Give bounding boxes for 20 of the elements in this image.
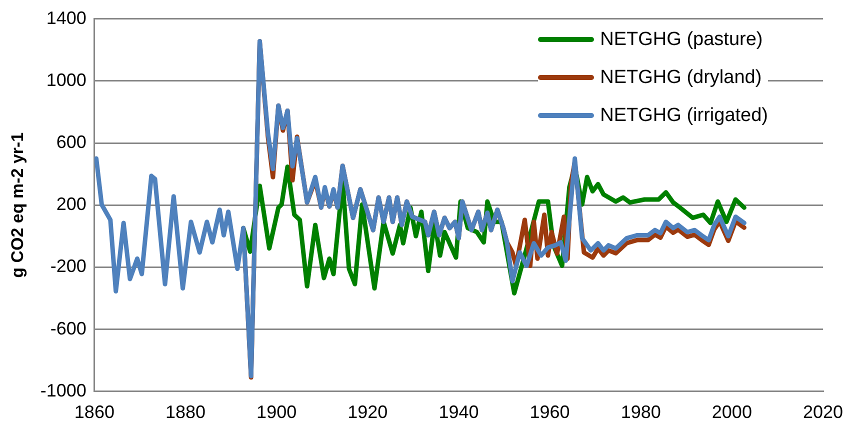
- y-tick-label: 600: [56, 132, 86, 152]
- x-tick-label: 1940: [438, 402, 479, 422]
- y-tick-label: -200: [50, 256, 86, 276]
- x-tick-label: 1860: [74, 402, 114, 422]
- legend-label: NETGHG (dryland): [600, 66, 762, 88]
- y-tick-label: -600: [50, 318, 86, 338]
- y-tick-label: 200: [56, 194, 86, 214]
- legend-label: NETGHG (pasture): [600, 28, 763, 50]
- x-tick-label: 2020: [802, 402, 844, 422]
- y-tick-label: 1400: [46, 8, 86, 28]
- x-tick-label: 1920: [348, 402, 388, 422]
- y-tick-label: 1000: [46, 70, 86, 90]
- y-tick-label: -1000: [40, 380, 86, 400]
- x-tick-label: 1960: [530, 402, 570, 422]
- x-tick-label: 1880: [165, 402, 206, 422]
- legend-label: NETGHG (irrigated): [600, 104, 768, 126]
- y-axis-title: g CO2 eq m-2 yr-1: [8, 132, 27, 278]
- x-tick-label: 2000: [712, 402, 752, 422]
- x-tick-label: 1980: [620, 402, 661, 422]
- x-tick-label: 1900: [256, 402, 297, 422]
